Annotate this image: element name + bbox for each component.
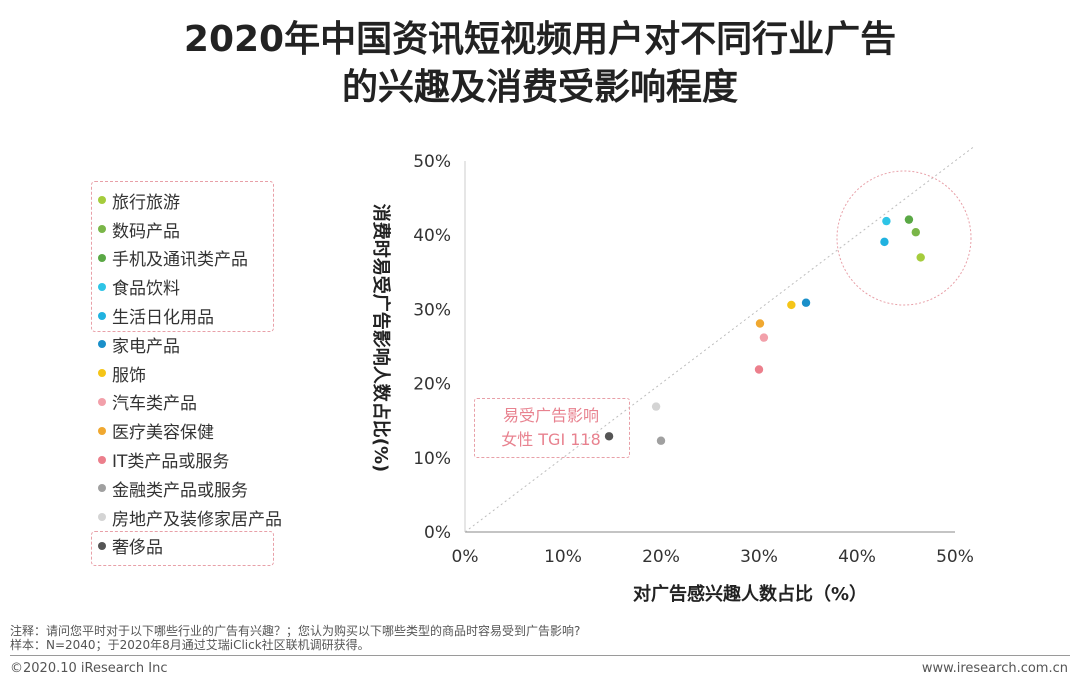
x-tick-label: 10% bbox=[544, 547, 582, 567]
legend-label: 数码产品 bbox=[112, 221, 180, 242]
legend-item: IT类产品或服务 bbox=[98, 445, 282, 474]
y-tick-label: 20% bbox=[413, 375, 451, 395]
legend-marker bbox=[98, 369, 106, 378]
x-tick-label: 20% bbox=[642, 547, 680, 567]
legend-highlight-top bbox=[91, 181, 274, 332]
legend-item: 数码产品 bbox=[98, 215, 282, 244]
annotation-text: 易受广告影响 女性 TGI 118 bbox=[474, 404, 628, 452]
data-point bbox=[755, 319, 765, 328]
chart-title-line2: 的兴趣及消费受影响程度 bbox=[341, 67, 738, 108]
website-link[interactable]: www.iresearch.com.cn bbox=[921, 661, 1068, 676]
legend-item: 服饰 bbox=[98, 359, 282, 388]
x-tick-label: 0% bbox=[452, 547, 479, 567]
legend-label: IT类产品或服务 bbox=[112, 452, 230, 473]
legend-marker bbox=[98, 426, 106, 435]
legend-item: 奢侈品 bbox=[98, 532, 282, 561]
legend: 旅行旅游数码产品手机及通讯类产品 食品饮料生活日化用品 家电产品服饰汽车类产品医疗美… bbox=[98, 186, 282, 560]
legend-label: 家电产品 bbox=[112, 336, 180, 357]
legend-marker bbox=[98, 225, 106, 234]
data-point bbox=[759, 333, 769, 342]
y-tick-label: 10% bbox=[413, 449, 451, 469]
data-point bbox=[754, 365, 764, 374]
legend-marker bbox=[98, 541, 106, 550]
y-tick-label: 40% bbox=[413, 226, 451, 246]
data-point bbox=[880, 237, 889, 247]
legend-item: 生活日化用品 bbox=[98, 301, 282, 330]
legend-marker bbox=[98, 513, 106, 522]
legend-label: 手机及通讯类产品 bbox=[112, 250, 248, 271]
x-tick-label: 40% bbox=[838, 547, 876, 567]
legend-label: 服饰 bbox=[112, 365, 146, 386]
chart-title-line1: 2020年中国资讯短视频用户对不同行业广告 bbox=[183, 19, 897, 60]
y-tick-label: 50% bbox=[413, 152, 451, 172]
legend-marker bbox=[98, 311, 106, 320]
legend-marker bbox=[98, 340, 106, 349]
legend-item: 金融类产品或服务 bbox=[98, 474, 282, 503]
x-tick-label: 50% bbox=[936, 547, 974, 567]
legend-label: 金融类产品或服务 bbox=[112, 480, 248, 501]
data-point bbox=[801, 298, 811, 307]
legend-label: 旅行旅游 bbox=[112, 192, 180, 213]
footnote-question: 注释：请问您平时对于以下哪些行业的广告有兴趣？；您认为购买以下哪些类型的商品时容… bbox=[10, 624, 581, 638]
legend-marker bbox=[98, 397, 106, 406]
x-axis-label: 对广告感兴趣人数占比（%） bbox=[632, 584, 868, 605]
legend-label: 医疗美容保健 bbox=[112, 423, 214, 444]
data-point bbox=[911, 228, 920, 237]
chart-title: 2020年中国资讯短视频用户对不同行业广告 的兴趣及消费受影响程度 bbox=[0, 16, 1080, 112]
legend-highlight-bottom bbox=[91, 531, 274, 566]
copyright-text: ©2020.10 iResearch Inc bbox=[10, 661, 168, 676]
annotation-line1: 易受广告影响 bbox=[502, 406, 599, 425]
data-point bbox=[916, 253, 925, 262]
y-tick-label: 30% bbox=[413, 300, 451, 320]
legend-label: 生活日化用品 bbox=[112, 308, 214, 329]
legend-item: 家电产品 bbox=[98, 330, 282, 359]
highlight-cluster-circle bbox=[836, 170, 972, 306]
legend-marker bbox=[98, 253, 106, 262]
legend-label: 房地产及装修家居产品 bbox=[112, 509, 282, 530]
data-point bbox=[604, 432, 614, 441]
footer-divider bbox=[10, 655, 1070, 656]
legend-item: 房地产及装修家居产品 bbox=[98, 503, 282, 532]
legend-item: 食品饮料 bbox=[98, 272, 282, 301]
data-point bbox=[904, 215, 914, 224]
legend-label: 食品饮料 bbox=[112, 279, 180, 300]
y-axis-label: 消费时易受广告影响人数占比(%) bbox=[370, 203, 391, 473]
legend-label: 汽车类产品 bbox=[112, 394, 197, 415]
legend-item: 汽车类产品 bbox=[98, 388, 282, 417]
legend-item: 手机及通讯类产品 bbox=[98, 244, 282, 273]
x-tick-label: 30% bbox=[740, 547, 778, 567]
data-point bbox=[651, 402, 661, 411]
data-point bbox=[656, 436, 666, 445]
y-tick-label: 0% bbox=[424, 523, 451, 543]
legend-label: 奢侈品 bbox=[112, 538, 163, 559]
legend-item: 医疗美容保健 bbox=[98, 416, 282, 445]
legend-marker bbox=[98, 455, 106, 464]
legend-marker bbox=[98, 282, 106, 291]
annotation-line2: 女性 TGI 118 bbox=[501, 430, 601, 449]
footnotes: 注释：请问您平时对于以下哪些行业的广告有兴趣？；您认为购买以下哪些类型的商品时容… bbox=[10, 624, 580, 652]
reference-diagonal-line bbox=[464, 145, 975, 533]
data-point bbox=[787, 300, 796, 310]
annotation-box bbox=[474, 398, 630, 458]
data-point bbox=[882, 216, 891, 226]
legend-item: 旅行旅游 bbox=[98, 186, 282, 215]
footnote-sample: 样本：N=2040；于2020年8月通过艾瑞iClick社区联机调研获得。 bbox=[10, 638, 370, 652]
legend-marker bbox=[98, 484, 106, 493]
legend-marker bbox=[98, 196, 106, 205]
